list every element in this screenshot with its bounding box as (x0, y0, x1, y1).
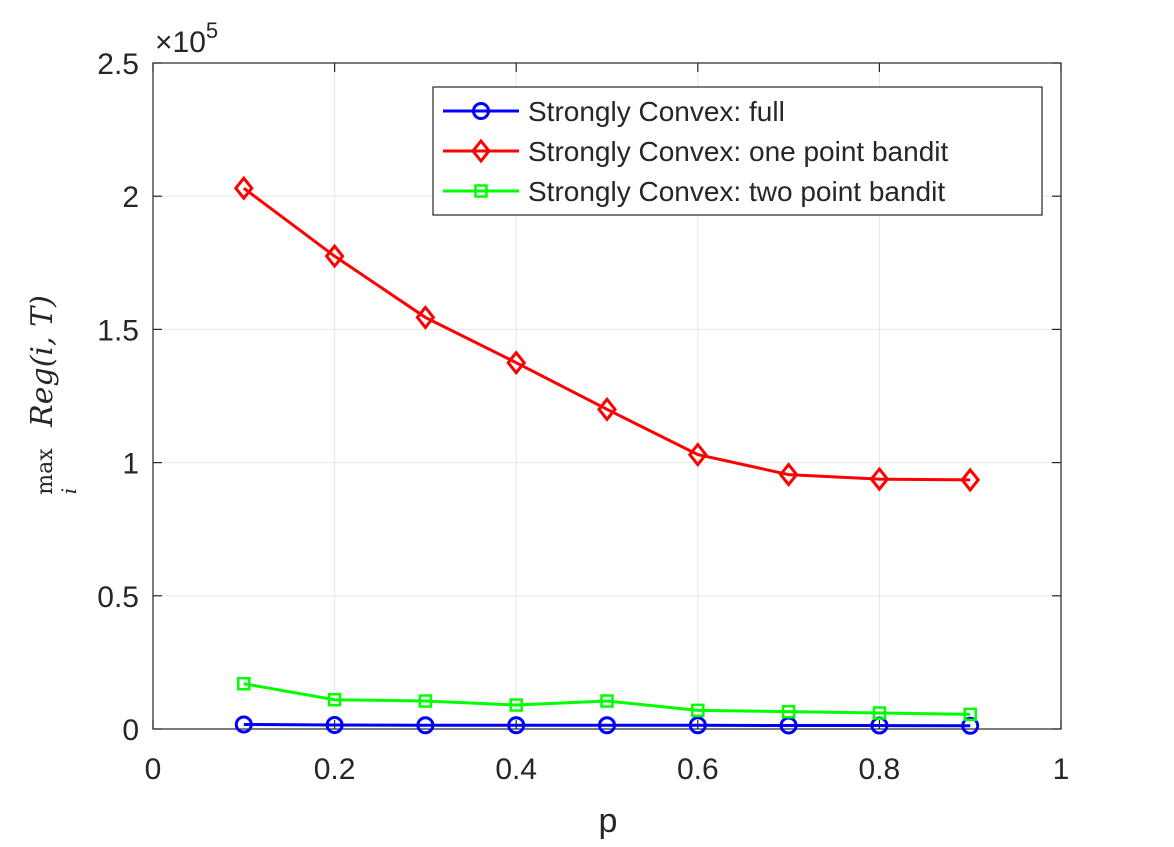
legend-entry: Strongly Convex: two point bandit (443, 176, 945, 207)
x-tick-label: 0.4 (495, 753, 537, 786)
series-circle (234, 715, 980, 735)
data-point (507, 716, 526, 735)
data-point (691, 703, 705, 718)
data-point (327, 692, 342, 707)
y-exponent-base: ×10 (155, 26, 206, 59)
x-tick-label: 0.2 (314, 753, 356, 786)
series-layer (233, 175, 981, 735)
y-tick-label: 0.5 (97, 581, 139, 614)
data-point (778, 462, 799, 487)
x-tick-label: 0.6 (677, 753, 719, 786)
x-tick-label: 1 (1053, 753, 1070, 786)
legend-label: Strongly Convex: two point bandit (528, 176, 945, 207)
data-point (600, 694, 614, 708)
data-point (781, 704, 796, 719)
series-line (243, 722, 971, 728)
legend-entry: Strongly Convex: one point bandit (443, 136, 948, 167)
legend-label: Strongly Convex: one point bandit (528, 136, 948, 167)
y-axis-label-expression: Reg(i, T) (25, 295, 60, 428)
data-point (963, 707, 977, 722)
y-exponent-power: 5 (206, 18, 218, 43)
legend-box (432, 86, 1043, 216)
x-axis-label: p (599, 802, 618, 840)
data-point (687, 442, 708, 468)
y-tick-label: 0 (122, 714, 139, 747)
data-point (234, 715, 253, 734)
series-square (237, 676, 977, 722)
legend-entry: Strongly Convex: full (443, 96, 785, 127)
axes-layer: 0 0.2 0.4 0.6 0.8 1 0 0.5 1 1.5 2 2.5 (97, 48, 1069, 786)
data-point (325, 716, 344, 735)
legend-label: Strongly Convex: full (528, 96, 785, 127)
x-tick-label: 0 (145, 753, 162, 786)
data-point (416, 716, 435, 735)
y-axis-label: max Reg(i, T) i (25, 295, 81, 495)
legend: Strongly Convex: full Strongly Convex: on… (432, 86, 1043, 216)
x-tick-label: 0.8 (859, 753, 901, 786)
data-point (324, 243, 345, 269)
data-point (597, 396, 617, 422)
legend-marker (474, 184, 488, 198)
data-point (509, 698, 523, 712)
y-axis-label-subscript: i (57, 488, 81, 494)
y-tick-label: 2 (122, 181, 139, 214)
y-exponent: ×105 (155, 18, 218, 59)
data-point (237, 676, 251, 691)
y-axis-label-operator: max (33, 448, 58, 495)
svg-text:max Reg(i, T): max Reg(i, T) (25, 295, 60, 495)
plot-frame (152, 62, 1062, 730)
data-point (872, 706, 887, 720)
data-point (415, 305, 436, 330)
data-point (869, 466, 890, 492)
y-tick-label: 2.5 (97, 48, 139, 81)
y-tick-label: 1 (122, 448, 139, 481)
series-line (242, 187, 971, 482)
series-line (243, 682, 971, 716)
data-point (961, 716, 980, 735)
data-point (688, 716, 707, 735)
series-diamond (233, 175, 981, 493)
data-point (233, 175, 254, 201)
data-point (506, 350, 527, 376)
data-point (418, 694, 433, 708)
data-point (960, 467, 981, 493)
data-point (598, 716, 616, 735)
legend-marker (472, 102, 490, 120)
y-tick-label: 1.5 (97, 314, 139, 347)
legend-marker (471, 138, 491, 164)
